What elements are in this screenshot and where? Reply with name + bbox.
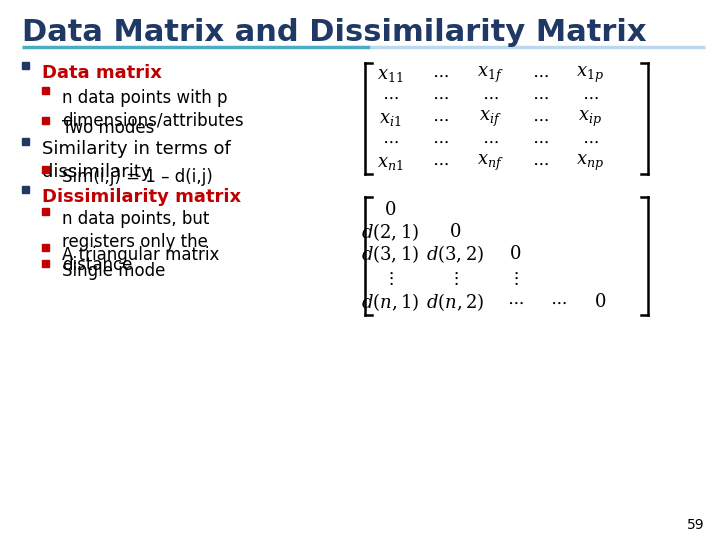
- Text: $\cdots$: $\cdots$: [482, 132, 498, 150]
- Text: Two modes: Two modes: [62, 119, 154, 137]
- Text: Dissimilarity matrix: Dissimilarity matrix: [42, 188, 241, 206]
- Text: Single mode: Single mode: [62, 262, 166, 280]
- Text: $\cdots$: $\cdots$: [431, 110, 449, 128]
- Text: n data points with p
dimensions/attributes: n data points with p dimensions/attribut…: [62, 89, 243, 130]
- Text: $\cdots$: $\cdots$: [482, 88, 498, 106]
- Text: $0$: $0$: [509, 245, 521, 263]
- Text: $0$: $0$: [449, 223, 461, 241]
- Text: n data points, but
registers only the
distance: n data points, but registers only the di…: [62, 210, 210, 274]
- Text: $\cdots$: $\cdots$: [382, 88, 398, 106]
- Bar: [42, 244, 49, 251]
- Bar: [42, 117, 49, 124]
- Text: $x_{n1}$: $x_{n1}$: [377, 154, 403, 172]
- Bar: [42, 260, 49, 267]
- Text: $x_{1f}$: $x_{1f}$: [477, 65, 503, 85]
- Text: A triangular matrix: A triangular matrix: [62, 246, 220, 264]
- Text: $x_{11}$: $x_{11}$: [377, 66, 403, 84]
- Text: $\cdots$: $\cdots$: [431, 66, 449, 84]
- Text: $\cdots$: $\cdots$: [382, 132, 398, 150]
- Text: $\cdots$: $\cdots$: [531, 132, 549, 150]
- Text: $\cdots$: $\cdots$: [507, 293, 523, 311]
- Bar: [22, 186, 29, 193]
- Text: $0$: $0$: [384, 201, 396, 219]
- Text: Data Matrix and Dissimilarity Matrix: Data Matrix and Dissimilarity Matrix: [22, 18, 647, 47]
- Text: $x_{if}$: $x_{if}$: [479, 109, 501, 129]
- Bar: [22, 138, 29, 145]
- Text: $0$: $0$: [594, 293, 606, 311]
- Text: $\cdots$: $\cdots$: [431, 88, 449, 106]
- Text: $x_{ip}$: $x_{ip}$: [578, 109, 602, 129]
- Text: $x_{i1}$: $x_{i1}$: [379, 110, 401, 128]
- Text: $x_{1p}$: $x_{1p}$: [576, 65, 604, 85]
- Text: $\cdots$: $\cdots$: [531, 66, 549, 84]
- Text: $d(n,1)$: $d(n,1)$: [361, 291, 419, 313]
- Text: $x_{np}$: $x_{np}$: [576, 153, 604, 173]
- Text: $\vdots$: $\vdots$: [511, 269, 519, 287]
- Bar: [22, 62, 29, 69]
- Text: $\cdots$: $\cdots$: [531, 154, 549, 172]
- Text: $x_{nf}$: $x_{nf}$: [477, 153, 503, 173]
- Text: $\cdots$: $\cdots$: [531, 88, 549, 106]
- Text: $d(3,1)$: $d(3,1)$: [361, 243, 419, 265]
- Text: $\vdots$: $\vdots$: [451, 269, 459, 287]
- Text: $\vdots$: $\vdots$: [386, 269, 394, 287]
- Text: $\cdots$: $\cdots$: [531, 110, 549, 128]
- Text: $\cdots$: $\cdots$: [582, 88, 598, 106]
- Text: $\cdots$: $\cdots$: [431, 154, 449, 172]
- Text: $d(3,2)$: $d(3,2)$: [426, 243, 484, 265]
- Text: Sim(i,j) = 1 – d(i,j): Sim(i,j) = 1 – d(i,j): [62, 168, 212, 186]
- Text: $d(2,1)$: $d(2,1)$: [361, 221, 419, 243]
- Text: Similarity in terms of
dissimilarity: Similarity in terms of dissimilarity: [42, 140, 230, 181]
- Bar: [42, 166, 49, 173]
- Text: $\cdots$: $\cdots$: [582, 132, 598, 150]
- Text: $\cdots$: $\cdots$: [549, 293, 567, 311]
- Bar: [42, 208, 49, 215]
- Text: $d(n,2)$: $d(n,2)$: [426, 291, 484, 313]
- Bar: [42, 87, 49, 94]
- Text: $\cdots$: $\cdots$: [431, 132, 449, 150]
- Text: Data matrix: Data matrix: [42, 64, 162, 82]
- Text: 59: 59: [688, 518, 705, 532]
